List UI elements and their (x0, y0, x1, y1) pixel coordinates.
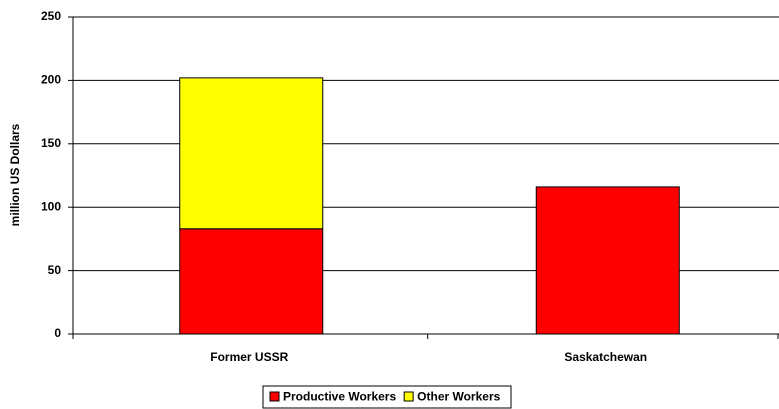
legend-box (262, 385, 512, 409)
y-tick-label: 50 (48, 263, 62, 277)
x-tick-label: Former USSR (210, 350, 288, 364)
bar-segment (179, 77, 324, 230)
bar-segment (535, 186, 680, 335)
y-tick-label: 100 (41, 199, 61, 213)
y-tick-label: 250 (41, 9, 61, 23)
legend-label: Productive Workers (283, 390, 396, 404)
y-tick-label: 0 (54, 326, 61, 340)
y-axis-label: million US Dollars (8, 123, 22, 226)
y-tick-label: 200 (41, 73, 61, 87)
y-tick-label: 150 (41, 136, 61, 150)
legend-swatch (269, 391, 280, 402)
legend-label: Other Workers (417, 390, 500, 404)
bar-segment (179, 228, 324, 335)
x-tick-label: Saskatchewan (564, 350, 647, 364)
legend-swatch (403, 391, 414, 402)
legend: Productive Workers Other Workers (262, 385, 512, 409)
